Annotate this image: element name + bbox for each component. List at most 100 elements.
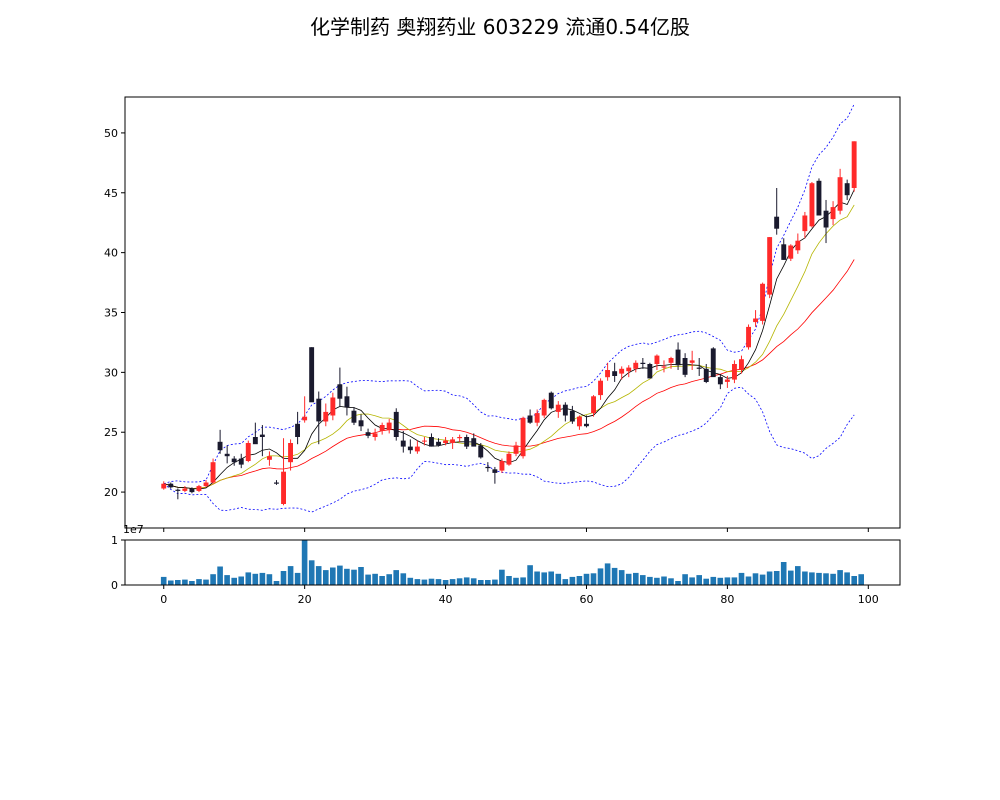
volume-bar [661, 576, 667, 585]
candle-body [499, 461, 505, 471]
candle-body [217, 441, 223, 451]
volume-bar [351, 569, 357, 585]
volume-bar [266, 574, 273, 585]
volume-bars [160, 540, 864, 586]
candle-body [281, 471, 286, 504]
candle-body [344, 396, 350, 408]
volume-bar [633, 572, 639, 585]
volume-bar [463, 577, 470, 585]
candle-body [238, 458, 244, 465]
volume-bar [365, 574, 371, 585]
candle-body [330, 397, 336, 416]
candle-body [668, 358, 674, 363]
candle-body [414, 446, 420, 452]
candle-body [619, 368, 625, 374]
candle-body [506, 453, 512, 465]
volume-bar [301, 540, 308, 585]
volume-bar [611, 567, 618, 585]
candle-body [386, 422, 392, 430]
volume-bar [252, 573, 259, 586]
volume-bar [654, 577, 660, 585]
x-tick-label: 40 [439, 593, 453, 606]
candle-body [837, 177, 843, 211]
volume-bar [541, 572, 547, 585]
volume-bar [330, 567, 336, 585]
candle-body [400, 440, 406, 447]
volume-bar [210, 574, 216, 585]
volume-bar [682, 574, 688, 585]
volume-bar [196, 579, 202, 585]
price-y-tick-label: 35 [104, 307, 118, 320]
candle-body [429, 437, 434, 447]
candle-body [372, 433, 378, 437]
volume-bar [323, 570, 329, 585]
volume-bar [675, 581, 681, 585]
candle-body [302, 416, 308, 421]
volume-bar [315, 566, 322, 585]
candle-body [492, 469, 498, 473]
price-panel: 20 25 30 35 40 45 50 [104, 96, 901, 532]
candle-body [450, 439, 455, 443]
volume-x-ticks: 0 20 40 60 80 100 [160, 585, 879, 606]
volume-bar [710, 576, 717, 585]
x-tick-label: 80 [720, 593, 734, 606]
candle-body [295, 423, 300, 437]
candle-body [633, 362, 639, 369]
volume-bar [280, 571, 287, 585]
volume-bar [844, 572, 850, 585]
volume-bar [576, 576, 583, 585]
volume-bar [372, 573, 378, 586]
volume-bar [470, 578, 477, 586]
volume-bar [717, 577, 724, 585]
candle-body [802, 215, 808, 232]
candle-body [696, 367, 702, 369]
candle-body [647, 364, 653, 379]
candle-body [203, 482, 209, 487]
volume-bar [858, 574, 864, 585]
price-x-ticks [163, 528, 869, 532]
candle-body [710, 348, 716, 378]
candle-body [457, 437, 463, 439]
volume-bar [168, 580, 174, 585]
volume-bar [625, 573, 632, 586]
candle-body [393, 411, 399, 437]
volume-axis-offset-label: 1e7 [123, 523, 144, 536]
candle-body [548, 392, 554, 409]
candle-body [717, 377, 723, 385]
volume-bar [428, 578, 435, 585]
volume-bar [506, 576, 512, 585]
candle-body [753, 318, 758, 323]
candle-body [259, 434, 265, 437]
volume-bar [259, 572, 266, 585]
price-y-tick-label: 45 [104, 187, 118, 200]
volume-bar [449, 579, 456, 585]
volume-bar [231, 577, 237, 585]
volume-bar [337, 565, 343, 585]
volume-bar [696, 575, 702, 585]
candle-body [851, 141, 857, 188]
candle-body [422, 440, 427, 442]
volume-bar [773, 571, 780, 585]
price-y-tick-label: 50 [104, 127, 118, 140]
candle-body [760, 283, 765, 321]
candle-body [224, 453, 230, 457]
candle-body [485, 466, 491, 469]
candle-body [640, 362, 646, 364]
candle-body [661, 366, 667, 368]
volume-bar [287, 566, 294, 585]
volume-bar [802, 571, 808, 585]
volume-y-tick-label: 0 [111, 579, 118, 592]
candle-body [823, 210, 829, 228]
volume-bar [160, 576, 167, 585]
volume-bar [308, 560, 315, 586]
volume-bar [837, 570, 843, 585]
volume-bar [795, 566, 801, 585]
candle-body [612, 371, 618, 376]
candle-body [513, 445, 519, 454]
bollinger-bands [163, 103, 855, 513]
volume-bar [421, 579, 428, 585]
volume-bar [604, 563, 611, 585]
candle-body [337, 384, 343, 399]
volume-bar [534, 571, 540, 585]
